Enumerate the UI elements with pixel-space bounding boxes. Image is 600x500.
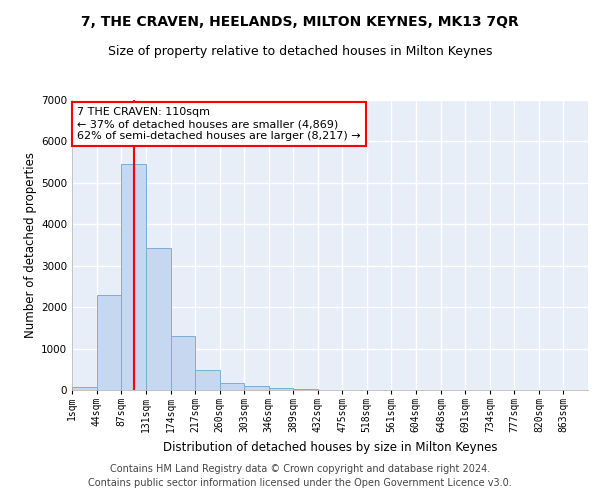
Bar xyxy=(195,370,220,390)
Bar xyxy=(72,387,97,390)
Text: 7 THE CRAVEN: 110sqm
← 37% of detached houses are smaller (4,869)
62% of semi-de: 7 THE CRAVEN: 110sqm ← 37% of detached h… xyxy=(77,108,361,140)
X-axis label: Distribution of detached houses by size in Milton Keynes: Distribution of detached houses by size … xyxy=(163,440,497,454)
Bar xyxy=(170,336,195,390)
Text: Size of property relative to detached houses in Milton Keynes: Size of property relative to detached ho… xyxy=(108,45,492,58)
Y-axis label: Number of detached properties: Number of detached properties xyxy=(24,152,37,338)
Bar xyxy=(97,294,121,390)
Bar xyxy=(220,383,244,390)
Bar xyxy=(269,388,293,390)
Text: 7, THE CRAVEN, HEELANDS, MILTON KEYNES, MK13 7QR: 7, THE CRAVEN, HEELANDS, MILTON KEYNES, … xyxy=(81,15,519,29)
Bar xyxy=(146,248,170,390)
Bar xyxy=(244,386,269,390)
Bar xyxy=(121,164,146,390)
Text: Contains HM Land Registry data © Crown copyright and database right 2024.
Contai: Contains HM Land Registry data © Crown c… xyxy=(88,464,512,487)
